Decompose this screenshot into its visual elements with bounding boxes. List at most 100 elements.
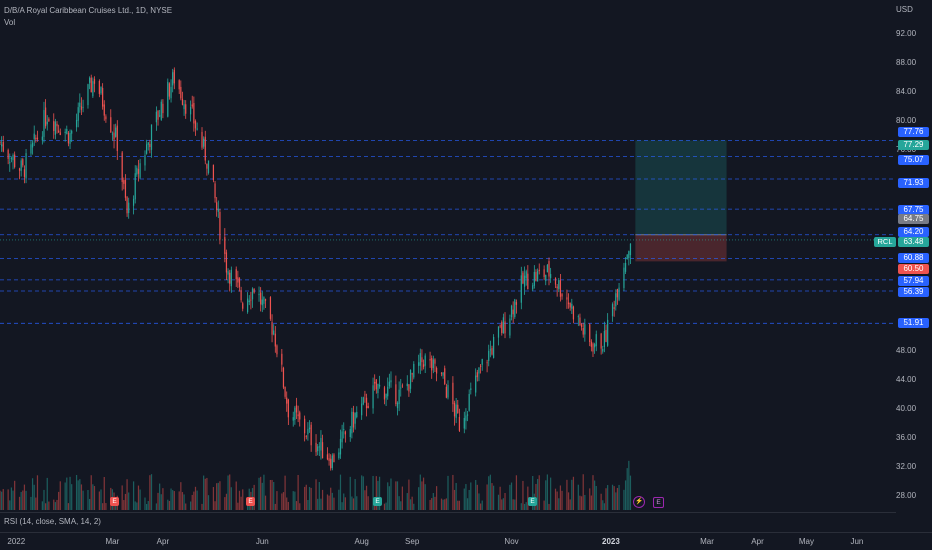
volume-bar	[458, 500, 461, 510]
volume-bar	[569, 499, 571, 510]
pane-divider[interactable]	[0, 512, 896, 513]
volume-bar	[497, 494, 500, 510]
price-tick-label: 28.00	[896, 490, 917, 500]
volume-bar	[264, 495, 267, 510]
earnings-marker[interactable]: E	[110, 497, 119, 506]
volume-bar	[183, 494, 185, 510]
volume-bar	[157, 492, 159, 510]
candle-body	[207, 160, 210, 173]
candle-body	[172, 72, 174, 86]
volume-bar	[356, 496, 358, 510]
candle-body	[80, 106, 83, 110]
volume-bar	[14, 480, 16, 510]
volume-bar	[434, 496, 436, 510]
candle-body	[479, 365, 482, 367]
volume-bar	[395, 481, 397, 510]
volume-bar	[440, 498, 443, 510]
candle-body	[445, 386, 447, 398]
price-tag: 67.75	[898, 205, 929, 215]
volume-bar	[229, 474, 231, 510]
candle-body	[113, 132, 115, 140]
volume-bar	[307, 499, 309, 510]
volume-bar	[579, 495, 581, 510]
candle-body	[160, 101, 162, 120]
candle-body	[59, 132, 61, 136]
volume-bar	[330, 487, 332, 510]
candle-body	[395, 384, 397, 404]
volume-bar	[185, 503, 187, 510]
volume-bar	[444, 499, 446, 510]
candle-body	[203, 138, 205, 147]
volume-bar	[67, 503, 70, 510]
volume-bar	[31, 478, 34, 510]
candle-body	[126, 197, 128, 214]
candle-body	[292, 417, 294, 421]
candle-body	[582, 328, 584, 335]
candle-body	[54, 121, 56, 135]
volume-bar	[385, 502, 387, 510]
volume-bar	[603, 503, 606, 510]
candle-body	[31, 142, 34, 148]
candle-body	[523, 275, 526, 287]
candle-body	[274, 333, 276, 347]
volume-bar	[584, 494, 586, 510]
volume-bar	[294, 491, 296, 510]
candle-body	[333, 454, 335, 463]
candle-body	[602, 348, 604, 352]
volume-bar	[105, 503, 107, 510]
candle-body	[351, 411, 353, 434]
lightning-icon[interactable]: ⚡	[633, 496, 645, 508]
volume-bar	[258, 477, 260, 510]
candle-body	[364, 394, 366, 396]
volume-bar	[354, 479, 356, 510]
candle-body	[149, 143, 151, 148]
candle-body	[276, 345, 278, 355]
volume-bar	[286, 497, 288, 510]
volume-bar	[383, 503, 386, 510]
volume-bar	[45, 503, 47, 510]
candle-body	[543, 269, 545, 277]
candle-body	[559, 280, 562, 297]
volume-bar	[263, 474, 265, 510]
date-label: Aug	[354, 537, 369, 546]
candle-body	[618, 287, 620, 300]
candle-body	[196, 128, 198, 130]
candle-body	[35, 137, 37, 140]
volume-bar	[475, 480, 477, 510]
price-tag: 60.88	[898, 253, 929, 263]
volume-bar	[442, 499, 444, 510]
earnings-marker[interactable]: E	[246, 497, 255, 506]
candle-body	[349, 429, 351, 437]
candle-body	[206, 163, 208, 169]
earnings-marker[interactable]: E	[528, 497, 537, 506]
candle-body	[178, 80, 180, 90]
volume-bar	[18, 496, 21, 510]
price-tick-label: 92.00	[896, 29, 917, 39]
candle-body	[111, 133, 114, 135]
candle-body	[624, 262, 627, 272]
candle-body	[375, 379, 377, 390]
volume-bar	[128, 492, 130, 510]
earnings-marker-upcoming[interactable]: E	[653, 497, 664, 508]
candle-body	[82, 107, 84, 108]
volume-bar	[558, 498, 560, 510]
symbol-label: RCL	[874, 237, 896, 247]
earnings-marker[interactable]: E	[373, 497, 382, 506]
position-loss-zone	[635, 234, 727, 262]
candle-body	[69, 132, 71, 144]
volume-bar	[41, 501, 43, 510]
candle-body	[310, 424, 312, 446]
volume-bar	[305, 484, 307, 510]
candle-body	[212, 164, 215, 181]
volume-bar	[139, 489, 141, 510]
candle-body	[115, 127, 117, 137]
volume-bar	[455, 483, 457, 510]
volume-bar	[36, 475, 39, 510]
candle-body	[577, 316, 579, 318]
candle-body	[378, 384, 381, 387]
volume-bar	[1, 491, 3, 510]
candle-body	[193, 103, 195, 124]
candle-body	[36, 137, 39, 140]
